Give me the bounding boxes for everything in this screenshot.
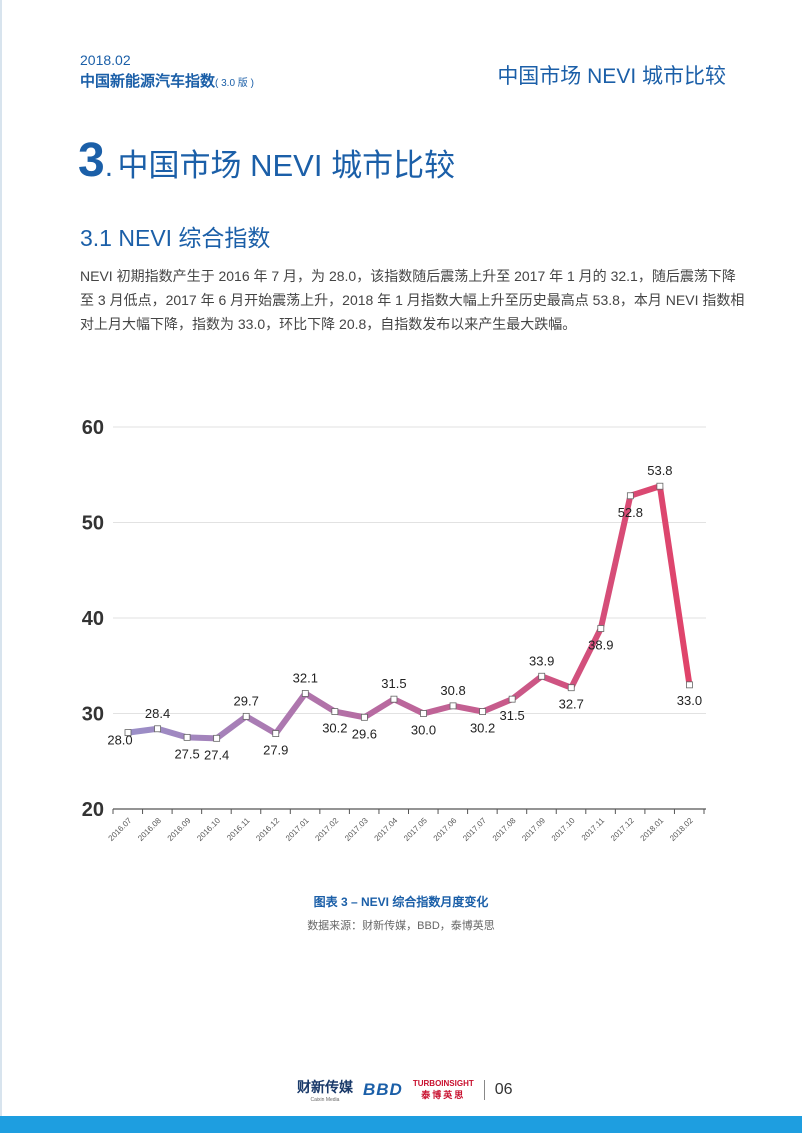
bbd-logo: BBD xyxy=(363,1080,403,1099)
data-point xyxy=(360,713,368,721)
x-tick-label: 2016.11 xyxy=(225,816,252,843)
data-point xyxy=(331,708,339,715)
data-point xyxy=(183,733,191,741)
data-point xyxy=(420,710,427,717)
data-label: 33.0 xyxy=(677,693,702,708)
section-number: 3 xyxy=(78,134,105,187)
data-label: 27.9 xyxy=(263,743,288,758)
data-label: 27.4 xyxy=(204,747,229,762)
data-point xyxy=(272,730,280,737)
caixin-logo: 财新传媒 Caixin Media xyxy=(297,1077,353,1103)
y-tick-label: 50 xyxy=(82,513,104,535)
x-tick-label: 2017.01 xyxy=(284,816,311,843)
turboinsight-logo-cn: 泰博英思 xyxy=(421,1090,466,1100)
x-tick-label: 2017.04 xyxy=(373,816,400,843)
y-tick-label: 30 xyxy=(82,704,104,726)
data-point xyxy=(538,672,546,680)
report-version: ( 3.0 版 ) xyxy=(215,78,254,89)
data-point xyxy=(508,695,516,703)
x-tick-label: 2017.08 xyxy=(491,816,518,843)
data-point xyxy=(449,702,457,710)
data-point xyxy=(567,684,575,692)
x-tick-label: 2017.09 xyxy=(520,816,547,843)
body-paragraph: NEVI 初期指数产生于 2016 年 7 月，为 28.0，该指数随后震荡上升… xyxy=(80,264,745,336)
data-label: 32.1 xyxy=(293,670,318,685)
data-label: 32.7 xyxy=(559,697,584,712)
data-point xyxy=(242,712,250,720)
data-label: 52.8 xyxy=(618,505,643,520)
x-tick-label: 2017.11 xyxy=(580,816,607,843)
report-name: 中国新能源汽车指数 xyxy=(80,73,216,90)
data-label: 28.4 xyxy=(145,706,170,721)
data-point xyxy=(686,681,693,689)
data-point xyxy=(656,482,664,490)
data-label: 38.9 xyxy=(588,638,613,653)
data-point xyxy=(213,734,221,742)
data-point xyxy=(124,729,132,737)
data-label: 53.8 xyxy=(647,463,672,478)
x-tick-label: 2017.02 xyxy=(313,816,340,843)
chart-source: 数据来源：财新传媒，BBD，泰博英思 xyxy=(307,920,495,932)
data-label: 30.0 xyxy=(411,723,436,738)
x-tick-label: 2017.05 xyxy=(402,816,429,843)
section-title-text: 中国市场 NEVI 城市比较 xyxy=(117,148,456,183)
data-label: 30.2 xyxy=(322,721,347,736)
footer-separator xyxy=(483,1080,485,1100)
data-point xyxy=(597,625,605,632)
data-label: 30.2 xyxy=(470,721,495,736)
section-dot: . xyxy=(104,150,114,183)
x-tick-label: 2017.10 xyxy=(550,816,577,843)
data-point xyxy=(479,708,487,715)
data-label: 28.0 xyxy=(107,733,132,748)
x-tick-label: 2017.06 xyxy=(432,816,459,843)
header-report-name: 中国新能源汽车指数( 3.0 版 ) xyxy=(80,70,254,91)
header-section-name: 中国市场 NEVI 城市比较 xyxy=(497,65,726,88)
data-label: 29.6 xyxy=(352,726,377,741)
data-label: 29.7 xyxy=(234,693,259,708)
data-point xyxy=(301,690,309,697)
paragraph-line: NEVI 初期指数产生于 2016 年 7 月，为 28.0，该指数随后震荡上升… xyxy=(80,268,736,284)
subsection-title: 3.1 NEVI 综合指数 xyxy=(80,225,271,251)
data-point xyxy=(626,492,634,500)
x-tick-label: 2017.12 xyxy=(609,816,636,843)
x-tick-label: 2017.03 xyxy=(343,816,370,843)
x-tick-label: 2016.08 xyxy=(136,816,163,843)
header-date: 2018.02 xyxy=(80,52,131,68)
chart-caption: 图表 3 – NEVI 综合指数月度变化 xyxy=(313,895,489,909)
x-tick-label: 2018.02 xyxy=(668,816,695,843)
bottom-bar xyxy=(0,1116,802,1133)
footer-logos: 财新传媒 Caixin Media BBD TURBOINSIGHT 泰博英思 … xyxy=(297,1077,513,1103)
turboinsight-logo-en: TURBOINSIGHT xyxy=(412,1079,474,1088)
paragraph-line: 至 3 月低点，2017 年 6 月开始震荡上升，2018 年 1 月指数大幅上… xyxy=(80,292,745,308)
y-tick-label: 20 xyxy=(82,799,104,821)
data-point xyxy=(154,725,161,733)
caixin-logo-cn: 财新传媒 xyxy=(297,1079,353,1095)
x-tick-label: 2017.07 xyxy=(461,816,488,843)
x-tick-label: 2016.12 xyxy=(254,816,281,843)
x-tick-label: 2016.10 xyxy=(195,816,222,843)
page-number: 06 xyxy=(494,1081,513,1098)
x-tick-label: 2018.01 xyxy=(638,816,665,843)
data-label: 31.5 xyxy=(499,708,524,723)
series-line xyxy=(125,483,693,742)
page-edge-line xyxy=(0,0,2,1133)
data-label: 33.9 xyxy=(529,653,554,668)
caixin-logo-en: Caixin Media xyxy=(310,1097,340,1103)
data-label: 30.8 xyxy=(440,683,465,698)
x-tick-label: 2016.07 xyxy=(107,816,134,843)
data-point xyxy=(390,695,398,703)
data-label: 31.5 xyxy=(381,676,406,691)
paragraph-line: 对上月大幅下降，指数为 33.0，环比下降 20.8，自指数发布以来产生最大跌幅… xyxy=(80,316,577,332)
x-tick-label: 2016.09 xyxy=(166,816,193,843)
turboinsight-logo: TURBOINSIGHT 泰博英思 xyxy=(413,1079,474,1101)
y-tick-label: 40 xyxy=(82,608,104,630)
data-label: 27.5 xyxy=(174,746,199,761)
y-tick-label: 60 xyxy=(82,417,104,439)
section-title: 3. 中国市场 NEVI 城市比较 xyxy=(78,133,455,188)
